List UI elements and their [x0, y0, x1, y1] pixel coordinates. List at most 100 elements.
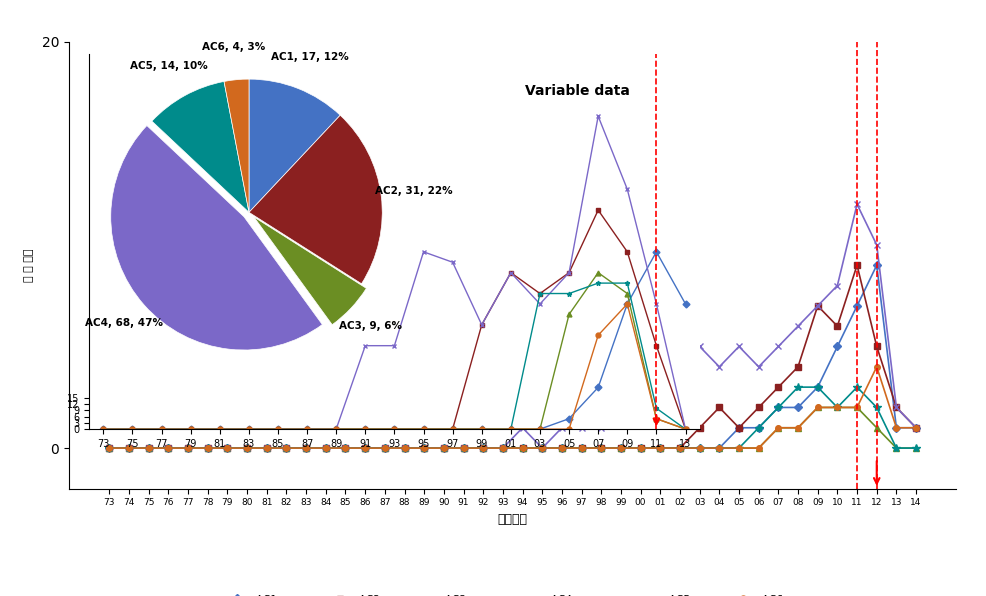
AC4 약물전달시스템: [242, 445, 253, 452]
Line: AC5 화장품: AC5 화장품: [106, 383, 920, 452]
AC4 약물전달시스템: [714, 363, 726, 370]
AC3 분자이미징: [536, 445, 548, 452]
AC5 화장품: [104, 445, 115, 452]
AC1 면역 백신: [143, 445, 155, 452]
AC5 화장품: [163, 445, 175, 452]
AC2 진단: [242, 445, 253, 452]
Text: AC1, 17, 12%: AC1, 17, 12%: [271, 52, 349, 63]
AC6 기타: [123, 445, 135, 452]
AC3 분자이미징: [871, 424, 882, 432]
AC5 화장품: [890, 445, 902, 452]
AC2 진단: [596, 445, 607, 452]
Line: AC2 진단: AC2 진단: [106, 262, 919, 451]
AC2 진단: [694, 424, 706, 432]
AC5 화장품: [143, 445, 155, 452]
AC5 화장품: [497, 445, 509, 452]
AC4 약물전달시스템: [182, 445, 194, 452]
AC3 분자이미징: [300, 445, 312, 452]
AC5 화장품: [398, 445, 410, 452]
AC2 진단: [359, 445, 371, 452]
AC6 기타: [772, 424, 784, 432]
AC4 약물전달시스템: [871, 241, 882, 249]
AC3 분자이미징: [222, 445, 234, 452]
AC6 기타: [871, 363, 882, 370]
AC1 면역 백신: [242, 445, 253, 452]
AC1 면역 백신: [694, 445, 706, 452]
AC6 기타: [418, 445, 430, 452]
AC5 화장품: [851, 384, 863, 391]
AC6 기타: [635, 445, 647, 452]
AC6 기타: [477, 445, 489, 452]
AC2 진단: [339, 445, 351, 452]
AC3 분자이미징: [281, 445, 293, 452]
AC1 면역 백신: [733, 424, 744, 432]
AC2 진단: [772, 384, 784, 391]
AC5 화장품: [556, 445, 568, 452]
AC4 약물전달시스템: [379, 445, 390, 452]
AC2 진단: [497, 445, 509, 452]
AC1 면역 백신: [281, 445, 293, 452]
AC4 약물전달시스템: [319, 445, 331, 452]
Line: AC6 기타: AC6 기타: [106, 364, 919, 451]
AC6 기타: [576, 445, 588, 452]
AC6 기타: [222, 445, 234, 452]
AC2 진단: [398, 445, 410, 452]
AC5 화장품: [242, 445, 253, 452]
AC3 분자이미징: [458, 445, 469, 452]
AC5 화장품: [635, 445, 647, 452]
AC5 화장품: [379, 445, 390, 452]
AC1 면역 백신: [359, 445, 371, 452]
AC6 기타: [714, 445, 726, 452]
AC4 약물전달시스템: [596, 424, 607, 432]
AC6 기타: [398, 445, 410, 452]
AC5 화장품: [202, 445, 214, 452]
AC6 기타: [359, 445, 371, 452]
AC4 약물전달시스템: [694, 343, 706, 350]
AC6 기타: [379, 445, 390, 452]
AC1 면역 백신: [752, 424, 764, 432]
AC2 진단: [792, 363, 804, 370]
AC4 약물전달시스템: [831, 282, 843, 289]
AC3 분자이미징: [418, 445, 430, 452]
AC5 화장품: [536, 445, 548, 452]
AC6 기타: [182, 445, 194, 452]
AC3 분자이미징: [556, 445, 568, 452]
AC3 분자이미징: [890, 445, 902, 452]
Legend: AC1 면역 백신, AC2 진단, AC3 분자이미징, AC4 약물전달시스템, AC5 화장품, AC6 기타: AC1 면역 백신, AC2 진단, AC3 분자이미징, AC4 약물전달시스…: [223, 591, 803, 596]
AC5 화장품: [811, 384, 823, 391]
AC3 분자이미징: [438, 445, 450, 452]
AC3 분자이미징: [123, 445, 135, 452]
AC5 화장품: [792, 384, 804, 391]
AC3 분자이미징: [477, 445, 489, 452]
AC5 화장품: [714, 445, 726, 452]
AC4 약물전달시스템: [477, 445, 489, 452]
AC1 면역 백신: [871, 262, 882, 269]
AC4 약물전달시스템: [438, 445, 450, 452]
AC5 화장품: [458, 445, 469, 452]
AC6 기타: [163, 445, 175, 452]
AC3 분자이미징: [811, 404, 823, 411]
AC3 분자이미징: [517, 445, 528, 452]
AC4 약물전달시스템: [202, 445, 214, 452]
AC3 분자이미징: [596, 445, 607, 452]
AC1 면역 백신: [576, 445, 588, 452]
AC4 약물전달시스템: [163, 445, 175, 452]
AC3 분자이미징: [182, 445, 194, 452]
AC5 화장품: [182, 445, 194, 452]
AC2 진단: [714, 404, 726, 411]
AC6 기타: [674, 445, 686, 452]
AC1 면역 백신: [339, 445, 351, 452]
Wedge shape: [224, 79, 249, 212]
AC2 진단: [379, 445, 390, 452]
AC4 약물전달시스템: [497, 445, 509, 452]
AC2 진단: [202, 445, 214, 452]
AC5 화장품: [123, 445, 135, 452]
AC4 약물전달시스템: [359, 445, 371, 452]
Wedge shape: [249, 79, 340, 212]
AC4 약물전달시스템: [910, 424, 922, 432]
AC4 약물전달시스템: [458, 445, 469, 452]
AC1 면역 백신: [831, 343, 843, 350]
AC6 기타: [319, 445, 331, 452]
AC4 약물전달시스템: [655, 363, 667, 370]
AC5 화장품: [438, 445, 450, 452]
